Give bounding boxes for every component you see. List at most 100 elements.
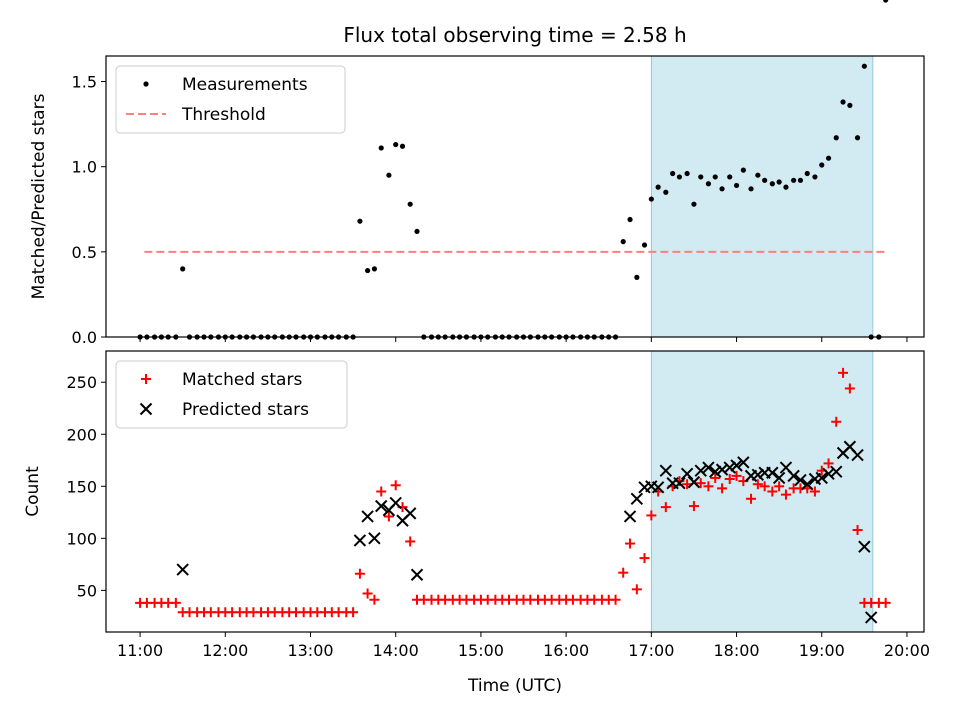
predicted-star-point — [361, 510, 374, 523]
measurement-point — [386, 172, 392, 178]
measurement-point — [399, 143, 406, 149]
measurement-point — [357, 218, 363, 224]
bottom-panel: 11:00 12:00 13:00 14:00 15:00 16:00 17:00 18:00… — [23, 350, 930, 696]
predicted-star-point — [822, 467, 835, 481]
measurement-point — [670, 170, 676, 177]
matched-star-point — [618, 567, 629, 578]
x-tick-label: 12:00 — [202, 641, 248, 660]
matched-star-point — [348, 607, 359, 618]
predicted-star-point — [864, 611, 878, 624]
predicted-star-point — [651, 481, 665, 494]
x-tick-label: 19:00 — [799, 641, 845, 660]
matched-star-point — [376, 486, 387, 497]
x-tick-label: 11:00 — [117, 641, 163, 660]
measurement-point — [733, 182, 740, 189]
predicted-star-point — [794, 473, 807, 487]
matched-star-point — [695, 478, 706, 489]
predicted-star-point — [815, 471, 828, 485]
measurement-point — [371, 266, 378, 272]
y-axis-label: Count — [23, 466, 43, 517]
predicted-x-b — [389, 496, 402, 510]
measurement-point — [804, 170, 810, 177]
predicted-x-b — [751, 468, 765, 482]
matched-star-point — [880, 597, 891, 608]
x-tick-label: 17:00 — [628, 641, 674, 660]
matched-star-point — [610, 594, 621, 605]
predicted-x-b — [730, 459, 743, 472]
measurement-point — [740, 167, 746, 173]
predicted-x-b — [787, 469, 800, 483]
measurement-point — [414, 228, 420, 235]
predicted-x-b — [772, 471, 786, 485]
measurement-point — [776, 179, 782, 185]
predicted-star-point — [389, 496, 402, 510]
predicted-x-b — [709, 465, 722, 478]
matched-star-point — [405, 536, 416, 547]
matched-star-point — [752, 479, 763, 490]
measurement-point — [378, 145, 384, 151]
y-tick-label: 100 — [66, 529, 97, 548]
predicted-x-b — [815, 471, 828, 485]
predicted-star-point — [801, 478, 814, 491]
predicted-x-b — [864, 611, 878, 624]
predicted-x-b — [353, 534, 367, 547]
axes-frame — [105, 55, 925, 338]
y-tick-label: 200 — [66, 425, 97, 444]
measurement-point — [712, 174, 718, 180]
measurement-point — [791, 177, 797, 183]
predicted-x-b — [766, 466, 779, 479]
matched-star-point — [844, 383, 855, 394]
predicted-star-point — [403, 507, 417, 520]
predicted-x-b — [830, 465, 843, 478]
axes-frame — [105, 350, 925, 633]
measurement-point — [180, 266, 186, 272]
predicted-star-point — [623, 510, 637, 523]
predicted-star-point — [709, 465, 722, 478]
measurement-point — [883, 0, 889, 3]
measurement-point — [691, 201, 697, 207]
measurement-point — [641, 242, 648, 248]
predicted-star-point — [687, 475, 701, 489]
legend-predicted-marker-b — [139, 402, 153, 416]
legend-box — [115, 65, 346, 134]
measurement-point — [648, 196, 654, 202]
top-panel: 0.0 0.5 1.0 1.5 Matched/Predicted stars Measu… — [29, 0, 925, 347]
measurement-point — [840, 99, 846, 105]
matched-star-point — [639, 553, 650, 564]
measurement-point — [655, 184, 661, 190]
measurement-point — [797, 177, 804, 183]
measurement-point — [833, 135, 839, 141]
predicted-star-point — [176, 563, 189, 576]
predicted-x-b — [794, 473, 807, 487]
predicted-star-point — [772, 471, 786, 485]
predicted-x-b — [375, 499, 388, 513]
measurement-point — [854, 135, 861, 141]
predicted-star-point — [723, 461, 736, 474]
y-tick-label: 1.0 — [72, 158, 97, 177]
predicted-x-b — [410, 568, 424, 581]
predicted-x-b — [630, 492, 644, 505]
predicted-x-b — [176, 563, 189, 576]
matched-star-point — [767, 486, 778, 497]
matched-star-point — [688, 501, 699, 512]
matched-star-point — [625, 538, 636, 549]
predicted-x-b — [659, 464, 673, 477]
matched-star-point — [809, 486, 820, 497]
matched-star-point — [731, 470, 742, 481]
matched-star-point — [369, 594, 380, 605]
x-tick-label: 18:00 — [713, 641, 759, 660]
legend-measurement-marker — [143, 81, 149, 87]
measurement-point — [748, 186, 754, 192]
measurement-point — [719, 186, 725, 192]
measurement-point — [620, 239, 626, 245]
measurement-point — [364, 267, 371, 274]
matched-star-point — [631, 584, 642, 595]
measurement-point — [684, 170, 690, 177]
matched-star-point — [383, 511, 394, 522]
measurement-point — [676, 174, 683, 180]
x-axis-label: Time (UTC) — [467, 676, 562, 696]
predicted-x-b — [694, 464, 707, 477]
matched-star-point — [759, 481, 770, 492]
predicted-star-point — [375, 499, 388, 513]
predicted-x-b — [822, 467, 835, 481]
